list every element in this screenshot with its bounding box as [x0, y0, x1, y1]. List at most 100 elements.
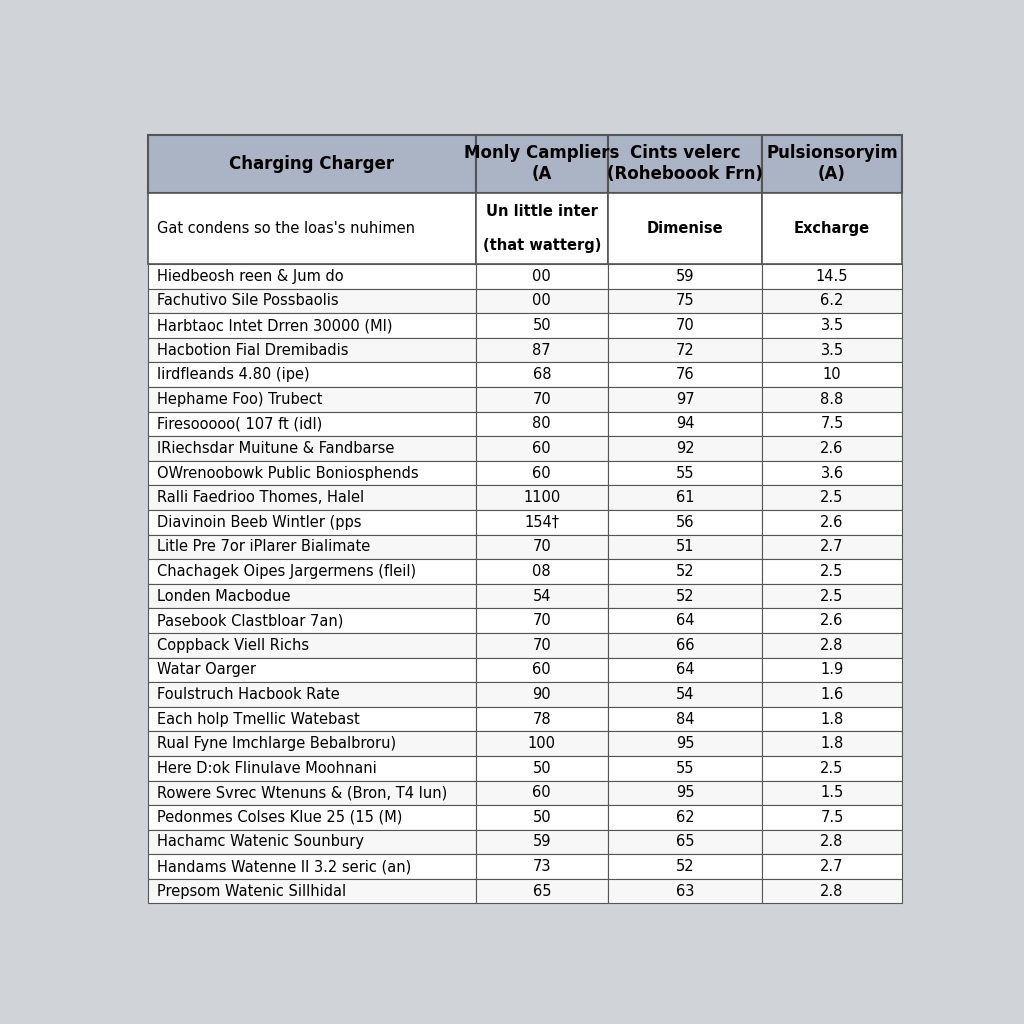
Bar	[476, 436, 607, 461]
Text: 1.5: 1.5	[820, 785, 844, 801]
Bar	[607, 756, 762, 780]
Bar	[147, 559, 476, 584]
Bar	[476, 338, 607, 362]
Text: 1100: 1100	[523, 490, 560, 505]
Text: Litle Pre 7or iPlarer Bialimate: Litle Pre 7or iPlarer Bialimate	[158, 540, 371, 554]
Bar	[762, 264, 902, 289]
Text: 84: 84	[676, 712, 694, 726]
Bar	[762, 510, 902, 535]
Bar	[607, 135, 762, 194]
Text: Diavinoin Beeb Wintler (pps: Diavinoin Beeb Wintler (pps	[158, 515, 361, 529]
Bar	[147, 510, 476, 535]
Bar	[147, 682, 476, 707]
Bar	[607, 362, 762, 387]
Text: Pedonmes Colses Klue 25 (15 (M): Pedonmes Colses Klue 25 (15 (M)	[158, 810, 402, 825]
Bar	[147, 412, 476, 436]
Bar	[147, 657, 476, 682]
Text: 2.7: 2.7	[820, 859, 844, 874]
Text: 2.8: 2.8	[820, 884, 844, 899]
Text: 60: 60	[532, 785, 551, 801]
Text: 70: 70	[532, 638, 551, 652]
Bar	[762, 633, 902, 657]
Text: 2.8: 2.8	[820, 638, 844, 652]
Bar	[476, 633, 607, 657]
Bar	[147, 264, 476, 289]
Text: Monly Campliers
(A: Monly Campliers (A	[464, 144, 620, 183]
Bar	[607, 682, 762, 707]
Text: Fachutivo Sile Possbaolis: Fachutivo Sile Possbaolis	[158, 294, 339, 308]
Bar	[762, 485, 902, 510]
Text: 61: 61	[676, 490, 694, 505]
Text: 60: 60	[532, 466, 551, 480]
Text: Handams Watenne II 3.2 seric (an): Handams Watenne II 3.2 seric (an)	[158, 859, 412, 874]
Text: 97: 97	[676, 392, 694, 407]
Text: 63: 63	[676, 884, 694, 899]
Text: 154†: 154†	[524, 515, 559, 529]
Text: Prepsom Watenic Sillhidal: Prepsom Watenic Sillhidal	[158, 884, 346, 899]
Text: Here D:ok Flinulave Moohnani: Here D:ok Flinulave Moohnani	[158, 761, 377, 776]
Bar	[762, 194, 902, 264]
Text: 2.8: 2.8	[820, 835, 844, 850]
Text: 87: 87	[532, 343, 551, 357]
Text: 70: 70	[532, 392, 551, 407]
Bar	[607, 854, 762, 879]
Bar	[476, 412, 607, 436]
Text: 80: 80	[532, 417, 551, 431]
Bar	[476, 584, 607, 608]
Text: 70: 70	[532, 613, 551, 628]
Bar	[607, 633, 762, 657]
Bar	[147, 461, 476, 485]
Bar	[762, 780, 902, 805]
Bar	[147, 387, 476, 412]
Bar	[476, 731, 607, 756]
Bar	[762, 657, 902, 682]
Text: 7.5: 7.5	[820, 417, 844, 431]
Bar	[147, 313, 476, 338]
Bar	[607, 412, 762, 436]
Text: 2.6: 2.6	[820, 515, 844, 529]
Text: 100: 100	[527, 736, 556, 752]
Bar	[762, 559, 902, 584]
Bar	[147, 829, 476, 854]
Text: Un little inter

(that watterg): Un little inter (that watterg)	[482, 204, 601, 253]
Text: 54: 54	[532, 589, 551, 603]
Text: Rual Fyne Imchlarge Bebalbroru): Rual Fyne Imchlarge Bebalbroru)	[158, 736, 396, 752]
Text: 50: 50	[532, 761, 551, 776]
Bar	[762, 535, 902, 559]
Bar	[762, 436, 902, 461]
Bar	[607, 879, 762, 903]
Bar	[147, 780, 476, 805]
Bar	[607, 780, 762, 805]
Bar	[476, 510, 607, 535]
Text: Dimenise: Dimenise	[647, 221, 723, 237]
Bar	[762, 707, 902, 731]
Text: IRiechsdar Muitune & Fandbarse: IRiechsdar Muitune & Fandbarse	[158, 441, 394, 456]
Text: 2.5: 2.5	[820, 589, 844, 603]
Bar	[147, 707, 476, 731]
Text: 76: 76	[676, 368, 694, 382]
Text: 52: 52	[676, 564, 694, 579]
Bar	[762, 387, 902, 412]
Text: 90: 90	[532, 687, 551, 701]
Text: 3.5: 3.5	[820, 318, 844, 333]
Bar	[476, 854, 607, 879]
Text: Londen Macbodue: Londen Macbodue	[158, 589, 291, 603]
Text: Watar Oarger: Watar Oarger	[158, 663, 256, 677]
Bar	[147, 289, 476, 313]
Bar	[762, 608, 902, 633]
Text: 10: 10	[822, 368, 842, 382]
Bar	[607, 194, 762, 264]
Bar	[476, 362, 607, 387]
Bar	[762, 854, 902, 879]
Text: 95: 95	[676, 736, 694, 752]
Text: 95: 95	[676, 785, 694, 801]
Bar	[476, 657, 607, 682]
Bar	[147, 194, 476, 264]
Bar	[147, 805, 476, 829]
Text: Chachagek Oipes Jargermens (fleil): Chachagek Oipes Jargermens (fleil)	[158, 564, 417, 579]
Text: 51: 51	[676, 540, 694, 554]
Bar	[476, 682, 607, 707]
Text: 2.5: 2.5	[820, 761, 844, 776]
Text: 7.5: 7.5	[820, 810, 844, 825]
Bar	[607, 829, 762, 854]
